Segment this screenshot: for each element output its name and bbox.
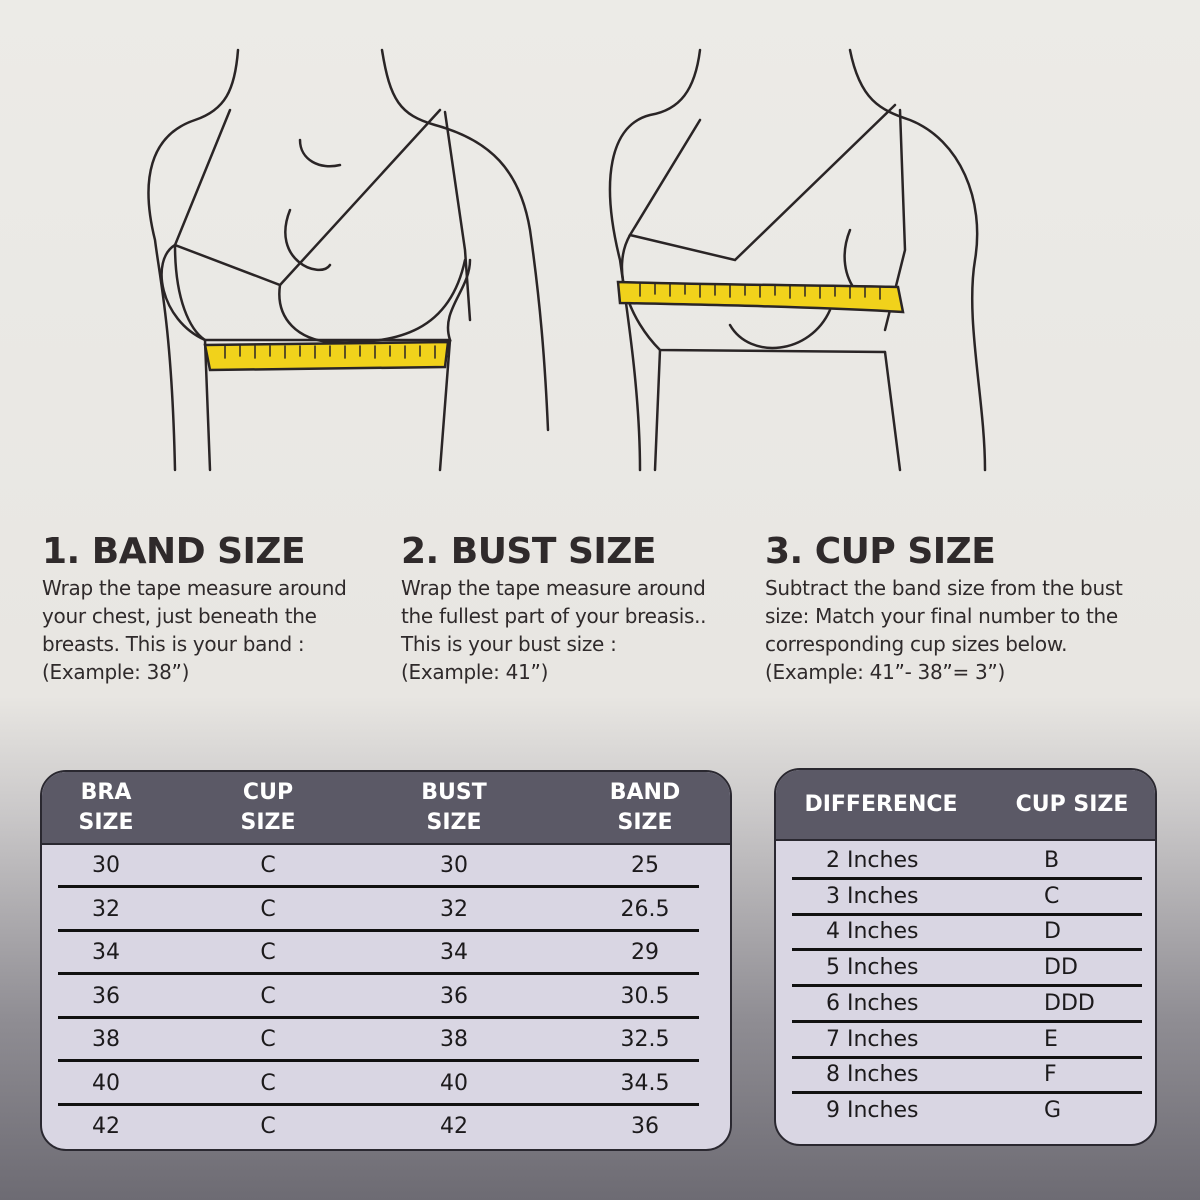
cup-size-cell: D (1044, 919, 1061, 945)
column-header: CUP SIZE (1015, 792, 1129, 817)
header-line: BRA (80, 780, 132, 805)
step-text: breasts. This is your band : (42, 632, 305, 656)
row-divider (58, 885, 699, 888)
table-cell: 36 (92, 983, 120, 1009)
cup-size-cell: DDD (1044, 990, 1095, 1016)
row-divider (58, 972, 699, 975)
table-cell: 40 (440, 1070, 468, 1096)
difference-cell: 4 Inches (826, 919, 919, 945)
difference-cell: 8 Inches (826, 1062, 919, 1088)
header-line: SIZE (426, 810, 482, 835)
row-divider (58, 1015, 699, 1019)
header-line: CUP (242, 780, 294, 805)
step-text: size: Match your final number to the (765, 604, 1118, 628)
table-cell: 38 (440, 1027, 468, 1052)
cup-size-cell: B (1044, 848, 1060, 873)
tape-measure-band (203, 340, 450, 372)
header-line: SIZE (240, 810, 296, 835)
header-line: BUST (421, 780, 487, 805)
table-cell: C (260, 1114, 276, 1139)
row-divider (58, 928, 699, 932)
row-divider (792, 948, 1142, 952)
difference-cell: 7 Inches (826, 1026, 919, 1052)
cup-size-cell: G (1044, 1097, 1062, 1123)
cup-size-cell: C (1044, 883, 1060, 909)
row-divider (792, 1055, 1142, 1059)
cup-size-table: DIFFERENCE CUP SIZE 2 Inches B 3 Inches C 4 I… (774, 768, 1157, 1146)
row-divider (792, 912, 1142, 916)
step-text: (Example: 41”- 38”= 3”) (765, 660, 1005, 684)
step-text: the fullest part of your breasis.. (401, 604, 707, 628)
step-bust-size: 2. BUST SIZE Wrap the tape measure aroun… (401, 530, 707, 686)
column-header: DIFFERENCE (804, 792, 958, 817)
table-cell: 42 (440, 1114, 468, 1139)
step-text: This is your bust size : (401, 632, 617, 656)
table-cell: 26.5 (620, 896, 670, 922)
table-cell: 36 (440, 983, 468, 1009)
step-title: 2. BUST SIZE (401, 531, 656, 572)
difference-cell: 9 Inches (826, 1097, 919, 1123)
step-cup-size: 3. CUP SIZE Subtract the band size from … (765, 530, 1123, 686)
cup-size-cell: DD (1044, 955, 1078, 981)
header-line: SIZE (78, 810, 134, 835)
header-line: BAND (609, 780, 681, 805)
row-divider (58, 1102, 699, 1106)
row-divider (792, 1019, 1142, 1023)
difference-cell: 3 Inches (826, 883, 919, 909)
step-text: Subtract the band size from the bust (765, 576, 1123, 600)
difference-cell: 2 Inches (826, 848, 919, 873)
table-cell: 34 (92, 940, 120, 965)
table-cell: C (260, 853, 276, 878)
table-cell: 32 (92, 896, 120, 922)
bra-size-table: BRA SIZE CUP SIZE BUST SIZE BAND SIZE 30 C 30 25 32… (40, 770, 732, 1151)
row-divider (792, 984, 1142, 988)
difference-cell: 5 Inches (826, 955, 919, 981)
step-text: Wrap the tape measure around (401, 576, 706, 600)
table-cell: 34.5 (620, 1070, 670, 1096)
row-divider (58, 1059, 699, 1062)
table-cell: 34 (440, 940, 468, 965)
row-divider (792, 1091, 1142, 1095)
step-text: Wrap the tape measure around (42, 576, 347, 600)
table-header: BRA SIZE CUP SIZE BUST SIZE BAND SIZE (42, 772, 730, 845)
step-title: 1. BAND SIZE (42, 531, 306, 572)
cup-size-cell: F (1044, 1062, 1057, 1088)
table-cell: 29 (631, 940, 659, 965)
table-cell: C (260, 940, 276, 965)
table-cell: 38 (92, 1027, 120, 1052)
table-cell: C (260, 896, 276, 922)
table-cell: 32 (440, 896, 468, 922)
step-text: (Example: 38”) (42, 660, 190, 684)
measurement-illustrations (147, 48, 987, 472)
band-size-figure (147, 48, 550, 472)
table-cell: 30 (92, 853, 120, 878)
difference-cell: 6 Inches (826, 990, 919, 1016)
table-cell: C (260, 1070, 276, 1096)
table-header: DIFFERENCE CUP SIZE (776, 770, 1155, 841)
table-cell: 36 (631, 1114, 659, 1139)
table-cell: 32.5 (620, 1027, 670, 1052)
table-cell: C (260, 1027, 276, 1052)
step-text: your chest, just beneath the (42, 604, 317, 628)
step-title: 3. CUP SIZE (765, 531, 996, 572)
table-cell: 25 (631, 853, 659, 878)
row-divider (792, 877, 1142, 880)
header-line: SIZE (617, 810, 673, 835)
table-cell: 30 (440, 853, 468, 878)
bust-size-figure (608, 48, 987, 472)
cup-size-cell: E (1044, 1026, 1058, 1052)
step-band-size: 1. BAND SIZE Wrap the tape measure aroun… (42, 530, 347, 686)
column-header: CUP SIZE (240, 778, 295, 838)
table-cell: 40 (92, 1070, 120, 1096)
tape-ticks (639, 283, 881, 300)
column-header: BAND SIZE (610, 778, 680, 838)
step-text: corresponding cup sizes below. (765, 632, 1068, 656)
table-cell: 42 (92, 1114, 120, 1139)
tape-ticks (224, 345, 436, 359)
table-cell: 30.5 (620, 983, 670, 1009)
table-cell: C (260, 983, 276, 1009)
column-header: BUST SIZE (421, 778, 486, 838)
step-text: (Example: 41”) (401, 660, 549, 684)
column-header: BRA SIZE (78, 778, 133, 838)
